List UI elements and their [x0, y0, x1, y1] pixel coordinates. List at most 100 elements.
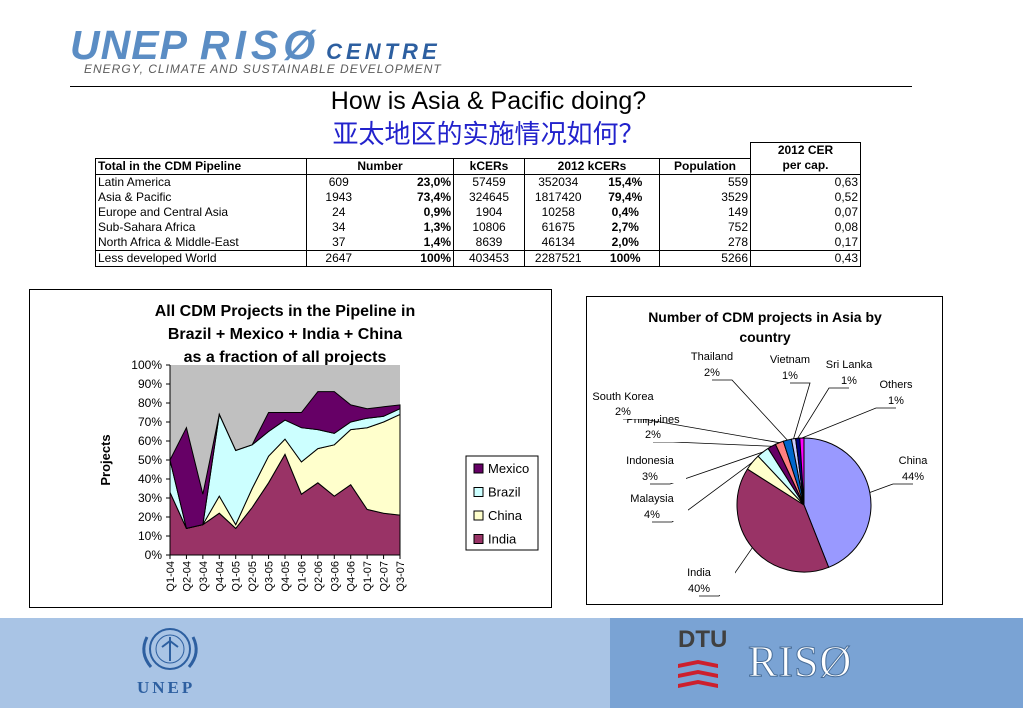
pie-label-sri-lanka: Sri Lanka [826, 359, 873, 371]
cell: 46134 [524, 234, 592, 250]
cell: 0,07 [750, 204, 861, 220]
cell: 1,3% [423, 219, 451, 234]
cell: 0,52 [750, 189, 861, 205]
x-tick-label: Q2-07 [379, 561, 391, 592]
cell: 149 [659, 204, 751, 220]
cell: 61675 [524, 219, 592, 235]
pie-leader-india [699, 547, 753, 597]
pie-label-indonesia: Indonesia [626, 455, 675, 467]
pie-slice-india [736, 468, 830, 573]
pie-label-bg-indonesia [614, 453, 686, 483]
cell: 1,4% [423, 234, 451, 249]
cell: 324645 [453, 189, 525, 205]
pie-leader-malaysia [652, 461, 753, 523]
y-tick-label: 30% [138, 491, 162, 505]
x-tick-label: Q2-06 [313, 561, 325, 592]
cell: 0,9% [423, 204, 451, 219]
legend-swatch-india [473, 534, 484, 544]
cell: 0,17 [750, 234, 861, 250]
legend-swatch-china [473, 510, 484, 521]
pie-label-pct-indonesia: 3% [642, 471, 658, 483]
cer-header-line2: per cap. [750, 158, 861, 175]
pie-label-bg-india [663, 565, 735, 595]
cell: 1904 [453, 204, 525, 220]
y-tick-label: 10% [138, 529, 162, 543]
cell: 10806 [453, 219, 525, 235]
x-tick-label: Q3-04 [198, 561, 210, 592]
cell: 2,0% [611, 234, 639, 249]
table-header-row: Total in the CDM Pipeline Number kCERs 2… [95, 157, 861, 175]
y-tick-label: 70% [138, 415, 162, 429]
area-series-mexico [169, 391, 401, 529]
cell: 2647 [306, 249, 371, 267]
cell: 73,4% [416, 189, 451, 204]
x-tick-label: Q4-06 [346, 561, 358, 592]
cell: 8639 [453, 234, 525, 250]
pie-label-india: India [687, 567, 712, 579]
logo-riso: RISØ [199, 22, 321, 68]
x-tick-label: Q1-04 [165, 561, 177, 592]
cer-header-line1: 2012 CER [750, 142, 861, 158]
pie-label-pct-thailand: 2% [704, 367, 720, 379]
pie-label-malaysia: Malaysia [630, 493, 674, 505]
cell: 23,0% [416, 174, 451, 189]
pie-leader-philippines [653, 441, 772, 447]
area-chart-panel: All CDM Projects in the Pipeline in Brazi… [29, 289, 552, 608]
col-header: Number [306, 157, 454, 175]
table-row: Europe and Central Asia 24 0,9% 1904 102… [95, 204, 861, 220]
cell: 0,43 [750, 249, 861, 267]
pie-label-pct-sri-lanka: 1% [841, 375, 857, 387]
unep-emblem-icon [142, 628, 198, 670]
cell: 24 [306, 204, 371, 220]
pie-label-pct-vietnam: 1% [782, 370, 798, 382]
cell: 2,7% [611, 219, 639, 234]
cell: 15,4% [608, 174, 643, 189]
table-row: Asia & Pacific 1943 73,4% 324645 1817420… [95, 189, 861, 205]
pie-leader-thailand [712, 379, 788, 441]
cell: 0,63 [750, 174, 861, 190]
x-tick-label: Q3-05 [264, 561, 276, 592]
y-tick-label: 0% [145, 548, 163, 562]
table-row: North Africa & Middle-East 37 1,4% 8639 … [95, 234, 861, 250]
slide-subtitle: 亚太地区的实施情况如何？ [332, 120, 645, 150]
logo-wordmark: UNEP RISØ CENTRE [70, 22, 441, 69]
cell: 0,08 [750, 219, 861, 235]
pie-label-vietnam: Vietnam [770, 354, 810, 366]
cell: Asia & Pacific [95, 189, 307, 205]
x-tick-label: Q3-06 [329, 561, 341, 592]
pie-chart: Number of CDM projects in Asia by country… [587, 309, 949, 597]
pie-leader-vietnam [790, 382, 811, 439]
y-tick-label: 90% [138, 377, 162, 391]
cell: 609 [306, 174, 371, 190]
x-tick-label: Q2-05 [247, 561, 259, 592]
cell: 352034 [524, 174, 592, 190]
pie-label-bg-thailand [676, 349, 748, 379]
cell: 57459 [453, 174, 525, 190]
pie-leader-sri-lanka [797, 387, 849, 439]
x-tick-label: Q4-05 [280, 561, 292, 592]
cell: Latin America [95, 174, 307, 190]
pie-leader-china [869, 483, 913, 493]
unep-riso-logo: UNEP RISØ CENTRE ENERGY, CLIMATE AND SUSTA… [70, 22, 482, 80]
logo-unep: UNEP [70, 22, 188, 68]
pie-label-bg-south-korea [587, 389, 659, 419]
pie-label-south-korea: South Korea [592, 391, 654, 403]
x-tick-label: Q2-04 [181, 561, 193, 592]
col-header: Population [659, 157, 751, 175]
pie-label-others: Others [879, 379, 913, 391]
cell: 3529 [659, 189, 751, 205]
pie-label-pct-india: 40% [688, 583, 710, 595]
legend-label-china: China [488, 508, 523, 523]
pie-label-pct-china: 44% [902, 471, 924, 483]
y-tick-label: 50% [138, 453, 162, 467]
area-chart: All CDM Projects in the Pipeline in Brazi… [98, 303, 539, 592]
pie-label-bg-china [877, 453, 949, 483]
y-tick-label: 100% [131, 358, 162, 372]
table-row: Latin America 609 23,0% 57459 352034 15,… [95, 174, 861, 190]
table-row: Sub-Sahara Africa 34 1,3% 10806 61675 2,… [95, 219, 861, 235]
footer-riso-label: RISØ [747, 637, 853, 687]
cell: 5266 [659, 249, 751, 267]
x-tick-label: Q1-07 [362, 561, 374, 592]
pie-title-line: Number of CDM projects in Asia by [648, 309, 882, 325]
cell: 37 [306, 234, 371, 250]
